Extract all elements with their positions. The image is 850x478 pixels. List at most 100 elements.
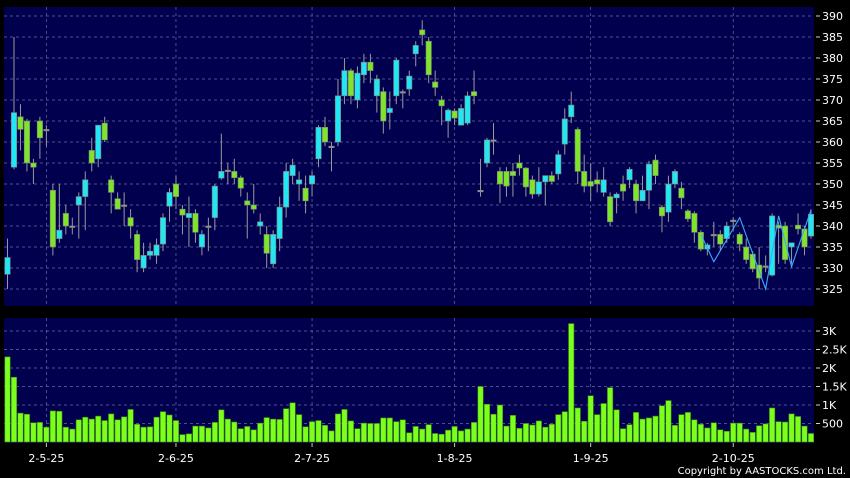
candle bbox=[322, 116, 329, 147]
candle bbox=[684, 209, 691, 222]
candle-body bbox=[4, 257, 11, 275]
candle bbox=[471, 70, 478, 105]
overlay-line bbox=[700, 209, 812, 292]
candle-body bbox=[75, 196, 82, 206]
candle bbox=[535, 167, 542, 197]
volume-tick-label: 3K bbox=[822, 325, 837, 338]
candle-body bbox=[600, 179, 607, 193]
candle-body bbox=[380, 91, 387, 122]
candle-body bbox=[224, 169, 231, 172]
candle bbox=[555, 150, 562, 180]
candle bbox=[224, 163, 231, 184]
volume-bar bbox=[412, 426, 419, 443]
candle bbox=[231, 158, 238, 184]
candle-body bbox=[334, 95, 341, 143]
volume-bar bbox=[684, 412, 691, 443]
volume-bar bbox=[166, 414, 173, 443]
candle bbox=[451, 108, 458, 126]
volume-bar bbox=[658, 405, 665, 443]
candle bbox=[542, 175, 549, 205]
volume-bar bbox=[250, 429, 257, 443]
price-tick-label: 325 bbox=[822, 283, 843, 296]
candle-body bbox=[749, 253, 756, 270]
volume-bar bbox=[4, 356, 11, 443]
candle bbox=[438, 95, 445, 126]
x-tick-label: 2-6-25 bbox=[158, 452, 194, 465]
volume-bar bbox=[224, 418, 231, 443]
volume-bar bbox=[101, 420, 108, 443]
candle bbox=[652, 154, 659, 184]
volume-bar bbox=[69, 428, 76, 443]
candle bbox=[393, 58, 400, 105]
candle-body bbox=[82, 179, 89, 197]
candle bbox=[522, 167, 529, 197]
candle bbox=[419, 20, 426, 46]
candle-body bbox=[231, 171, 238, 178]
candle-body bbox=[147, 250, 154, 256]
candle bbox=[464, 91, 471, 126]
price-tick-label: 335 bbox=[822, 241, 843, 254]
volume-bar bbox=[30, 422, 37, 443]
candle bbox=[587, 163, 594, 201]
volume-bar bbox=[561, 411, 568, 443]
volume-bar bbox=[587, 395, 594, 443]
candle-body bbox=[309, 175, 316, 185]
candle-body bbox=[69, 225, 76, 228]
candle-body bbox=[671, 171, 678, 185]
volume-bar bbox=[801, 425, 808, 443]
candle-body bbox=[95, 124, 102, 160]
candle bbox=[425, 37, 432, 84]
candle bbox=[147, 242, 154, 260]
volume-bar bbox=[315, 420, 322, 443]
candle-body bbox=[88, 150, 95, 164]
candle bbox=[309, 171, 316, 197]
price-tick-label: 375 bbox=[822, 73, 843, 86]
candle bbox=[529, 175, 536, 199]
price-tick-label: 380 bbox=[822, 52, 843, 65]
candle bbox=[101, 116, 108, 142]
candle bbox=[658, 205, 665, 233]
candle bbox=[490, 123, 497, 155]
price-tick-label: 340 bbox=[822, 220, 843, 233]
candle bbox=[360, 53, 367, 84]
volume-bar bbox=[594, 414, 601, 443]
candle bbox=[127, 209, 134, 239]
volume-bar bbox=[451, 426, 458, 443]
candle-body bbox=[244, 200, 251, 206]
candle bbox=[717, 230, 724, 252]
candle-body bbox=[386, 108, 393, 113]
candle bbox=[697, 230, 704, 252]
candle-body bbox=[574, 129, 581, 172]
volume-bar bbox=[296, 414, 303, 443]
volume-bar bbox=[756, 425, 763, 443]
volume-bar bbox=[95, 415, 102, 443]
candle-body bbox=[736, 234, 743, 245]
volume-bar bbox=[179, 434, 186, 443]
candle-body bbox=[684, 210, 691, 220]
candle bbox=[328, 142, 335, 172]
volume-bar bbox=[516, 428, 523, 443]
candle bbox=[399, 89, 406, 109]
candle-body bbox=[548, 175, 555, 182]
candle bbox=[594, 171, 601, 193]
volume-bar bbox=[75, 419, 82, 443]
candle bbox=[250, 184, 257, 214]
volume-bar bbox=[509, 415, 516, 443]
candle-body bbox=[807, 213, 814, 237]
volume-bar bbox=[341, 409, 348, 443]
price-tick-label: 345 bbox=[822, 199, 843, 212]
candle-body bbox=[535, 181, 542, 195]
candle bbox=[509, 163, 516, 197]
candle bbox=[121, 192, 128, 226]
candle-body bbox=[464, 95, 471, 124]
candle-body bbox=[769, 215, 776, 276]
volume-bar bbox=[652, 415, 659, 443]
x-tick-label: 2-7-25 bbox=[294, 452, 330, 465]
volume-bar bbox=[36, 422, 43, 443]
volume-bar bbox=[10, 376, 17, 443]
candle bbox=[296, 171, 303, 201]
candle bbox=[743, 238, 750, 264]
volume-bar bbox=[205, 427, 212, 443]
candle bbox=[283, 163, 290, 218]
volume-bar bbox=[88, 418, 95, 443]
